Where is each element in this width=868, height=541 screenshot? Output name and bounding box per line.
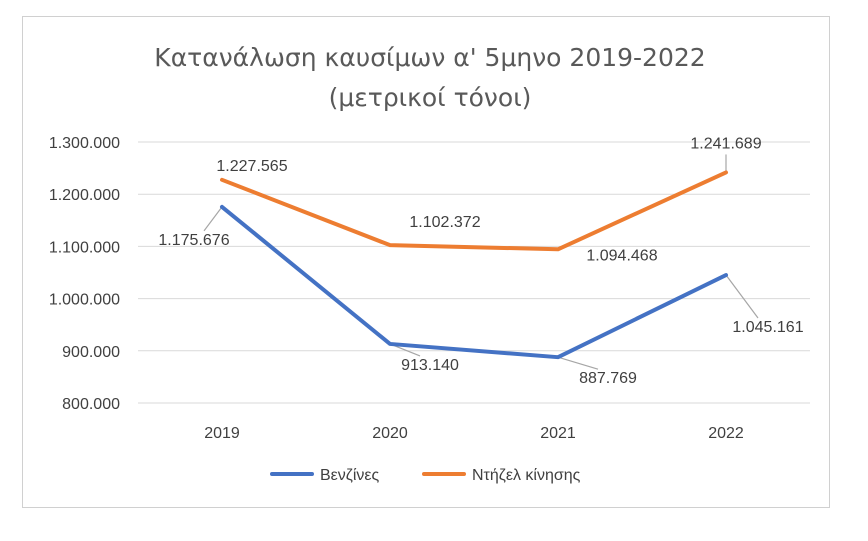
data-label: 887.769 bbox=[579, 370, 637, 387]
data-labels: 1.175.676 913.140 887.769 1.045.161 1.227.56… bbox=[158, 135, 803, 387]
leader-line bbox=[557, 356, 599, 370]
x-tick-label: 2020 bbox=[372, 425, 408, 442]
legend-label: Ντήζελ κίνησης bbox=[472, 467, 581, 484]
series-line bbox=[220, 204, 728, 360]
chart-subtitle: (μετρικοί τόνοι) bbox=[329, 83, 532, 112]
y-tick-label: 800.000 bbox=[62, 396, 120, 413]
data-label: 1.045.161 bbox=[732, 319, 803, 336]
data-label: 1.102.372 bbox=[409, 214, 480, 231]
y-tick-label: 900.000 bbox=[62, 344, 120, 361]
y-tick-label: 1.000.000 bbox=[49, 292, 120, 309]
y-tick-label: 1.200.000 bbox=[49, 187, 120, 204]
y-tick-label: 1.100.000 bbox=[49, 239, 120, 256]
x-tick-label: 2019 bbox=[204, 425, 240, 442]
legend: Βενζίνες Ντήζελ κίνησης bbox=[270, 467, 581, 484]
x-axis-ticks: 2019 2020 2021 2022 bbox=[204, 425, 744, 442]
series-line bbox=[220, 170, 728, 252]
gridlines bbox=[138, 141, 810, 404]
label-leader-lines bbox=[203, 154, 759, 370]
data-label: 1.227.565 bbox=[216, 158, 287, 175]
y-axis-ticks: 800.000 900.000 1.000.000 1.100.000 1.200.00… bbox=[49, 135, 120, 413]
data-label: 1.241.689 bbox=[690, 135, 761, 152]
data-label: 1.094.468 bbox=[586, 247, 657, 264]
chart-frame bbox=[22, 16, 830, 508]
x-tick-label: 2021 bbox=[540, 425, 576, 442]
y-tick-label: 1.300.000 bbox=[49, 135, 120, 152]
legend-label: Βενζίνες bbox=[320, 467, 380, 484]
data-label: 1.175.676 bbox=[158, 232, 229, 249]
data-label: 913.140 bbox=[401, 357, 459, 374]
series-lines bbox=[220, 170, 728, 360]
leader-line bbox=[203, 206, 223, 232]
leader-line bbox=[725, 274, 759, 319]
x-tick-label: 2022 bbox=[708, 425, 744, 442]
chart-title: Κατανάλωση καυσίμων α' 5μηνο 2019-2022 bbox=[154, 43, 705, 72]
